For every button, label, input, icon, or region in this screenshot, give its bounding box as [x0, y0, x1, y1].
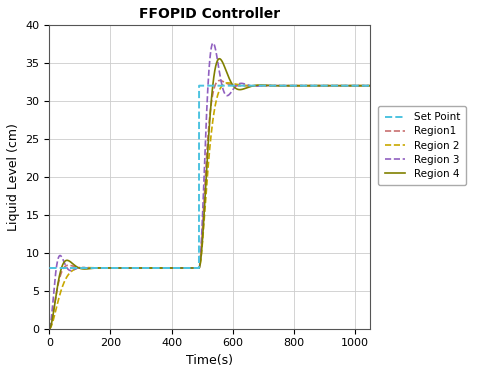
- Region 4: [236, 88, 242, 92]
- Set Point: [367, 83, 373, 88]
- Region1: [236, 83, 242, 88]
- Region1: [250, 83, 256, 88]
- Region 3: [46, 327, 52, 331]
- Region 3: [210, 41, 216, 45]
- Line: Region1: Region1: [50, 80, 370, 329]
- Region1: [62, 264, 68, 269]
- Region1: [216, 78, 222, 83]
- Region1: [162, 266, 168, 270]
- Region 3: [62, 263, 68, 267]
- Legend: Set Point, Region1, Region 2, Region 3, Region 4: Set Point, Region1, Region 2, Region 3, …: [378, 106, 466, 185]
- Title: FFOPID Controller: FFOPID Controller: [139, 7, 280, 21]
- Set Point: [62, 266, 68, 270]
- Region1: [46, 327, 52, 331]
- X-axis label: Time(s): Time(s): [186, 354, 233, 367]
- Y-axis label: Liquid Level (cm): Liquid Level (cm): [7, 123, 20, 231]
- Region1: [301, 83, 307, 88]
- Region 2: [250, 83, 256, 88]
- Region 4: [367, 83, 373, 88]
- Region 3: [162, 266, 168, 270]
- Region 4: [162, 266, 168, 270]
- Region 2: [225, 81, 231, 85]
- Region 4: [216, 56, 222, 61]
- Region 2: [284, 83, 290, 88]
- Region 2: [301, 83, 307, 88]
- Set Point: [250, 83, 256, 88]
- Region 2: [367, 83, 373, 88]
- Region 4: [301, 83, 307, 88]
- Region 2: [236, 83, 242, 87]
- Region 4: [250, 83, 256, 88]
- Set Point: [162, 266, 168, 270]
- Line: Region 2: Region 2: [50, 83, 370, 329]
- Set Point: [236, 83, 242, 88]
- Line: Set Point: Set Point: [50, 86, 370, 268]
- Region 2: [46, 327, 52, 331]
- Region 4: [62, 258, 68, 263]
- Set Point: [301, 83, 307, 88]
- Region 4: [284, 83, 290, 88]
- Set Point: [284, 83, 290, 88]
- Line: Region 4: Region 4: [50, 59, 370, 329]
- Region 3: [367, 83, 373, 88]
- Region 3: [250, 84, 256, 88]
- Region1: [284, 83, 290, 88]
- Set Point: [46, 266, 52, 270]
- Region1: [367, 83, 373, 88]
- Set Point: [196, 83, 202, 88]
- Region 2: [162, 266, 168, 270]
- Region 3: [284, 83, 290, 88]
- Region 3: [236, 82, 242, 86]
- Region 2: [62, 277, 68, 282]
- Line: Region 3: Region 3: [50, 43, 370, 329]
- Region 3: [301, 83, 307, 88]
- Region 4: [46, 327, 52, 331]
